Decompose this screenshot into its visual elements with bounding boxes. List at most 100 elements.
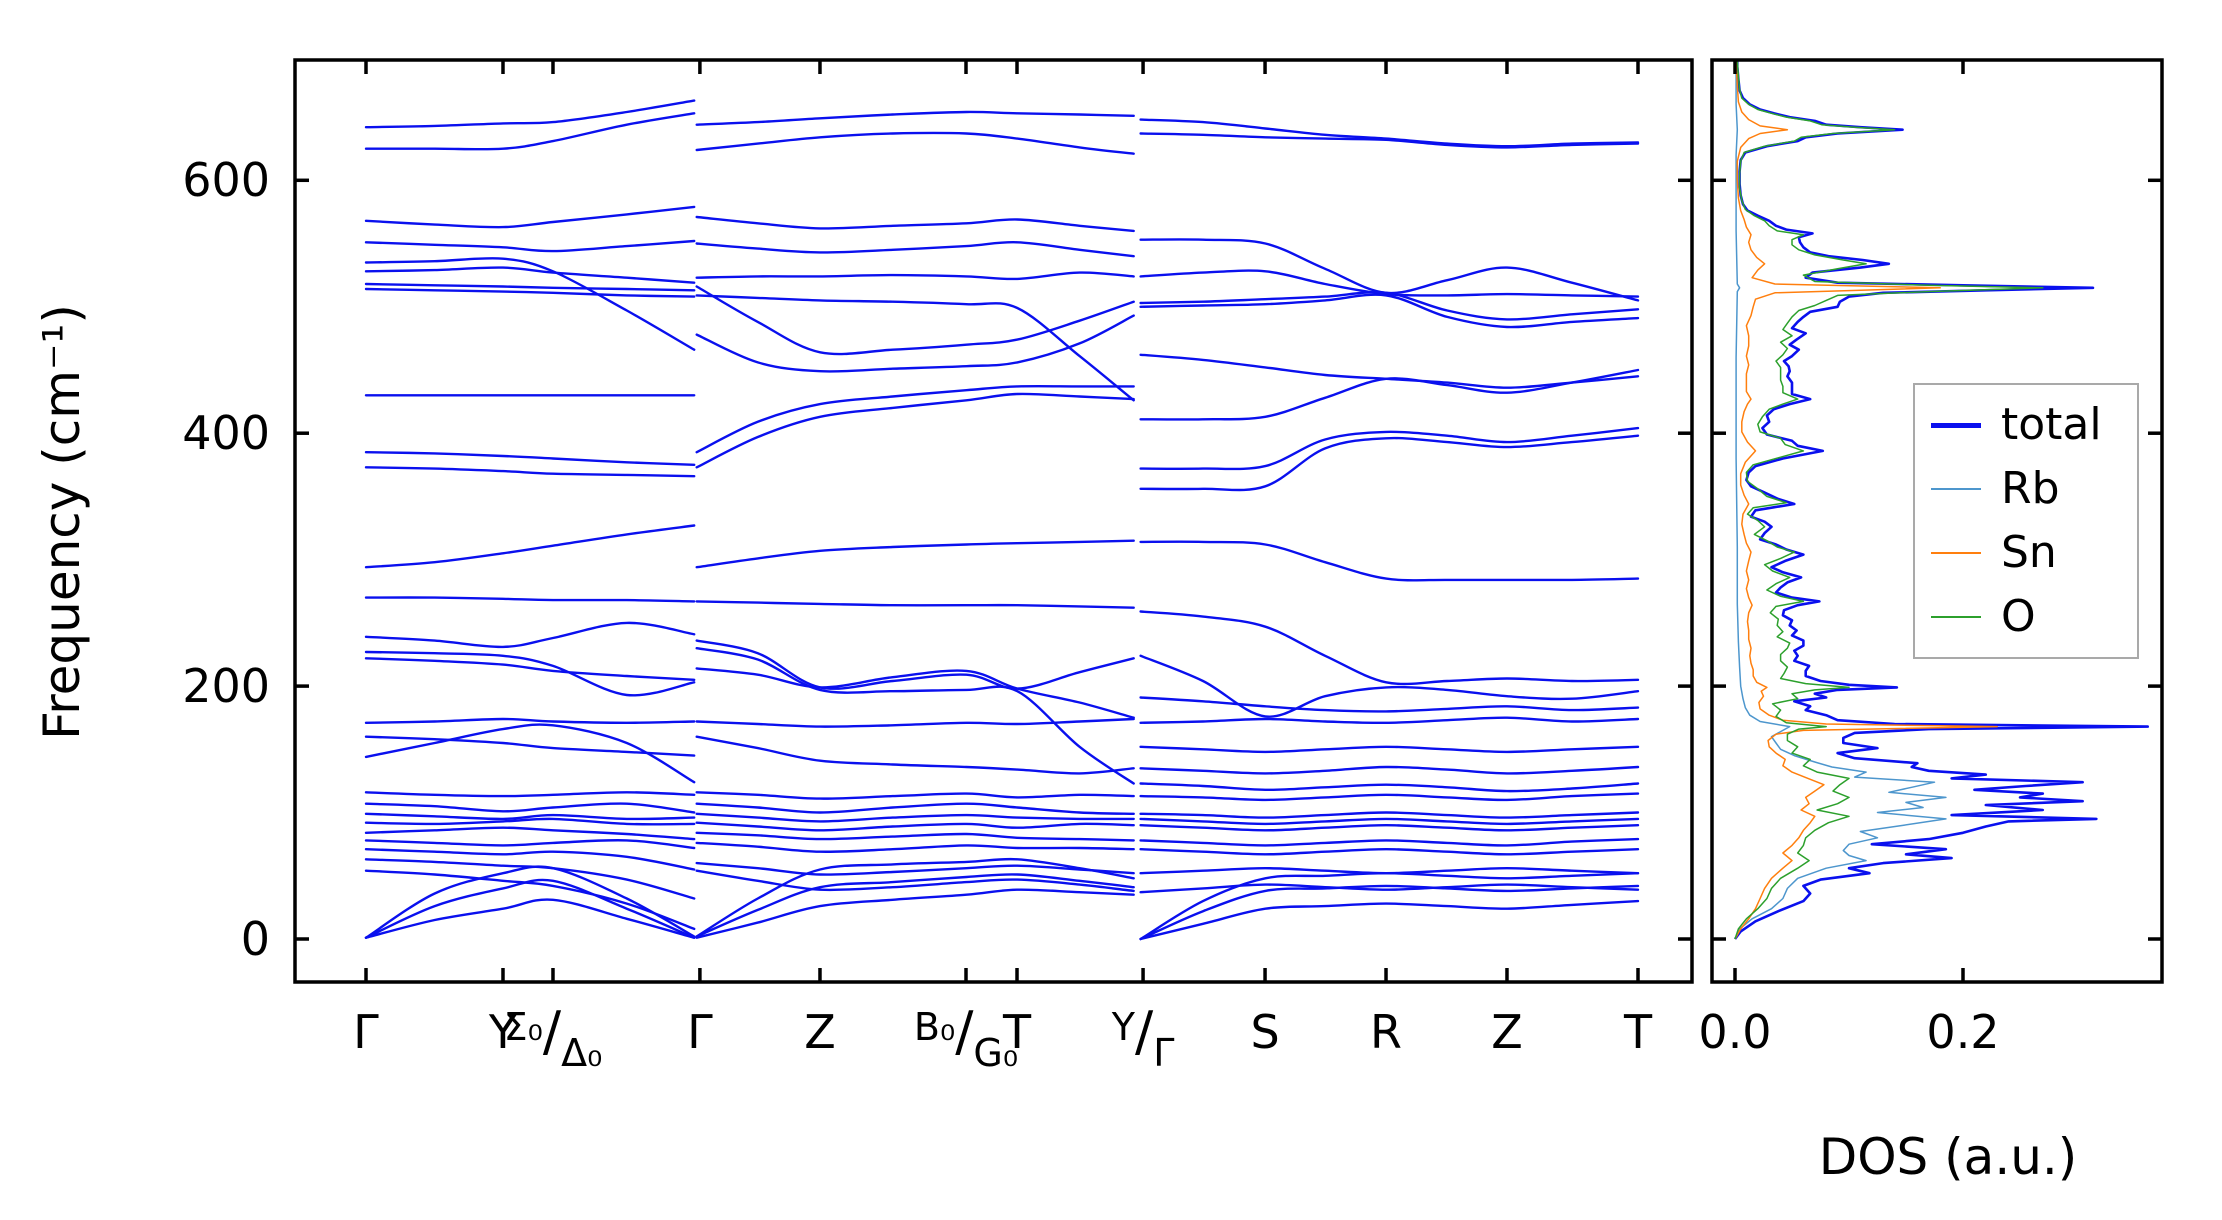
band-line (695, 215, 1135, 233)
legend-row-sn: Sn (1931, 521, 2137, 585)
dos-line-O (1734, 60, 2044, 940)
band-line (364, 839, 696, 850)
band-line (695, 294, 1135, 402)
legend: total Rb Sn O (1913, 383, 2139, 659)
band-line (1139, 883, 1640, 894)
x-tick-label-jump: B₀/G₀ (913, 1000, 1019, 1075)
legend-line-2 (1931, 552, 1981, 554)
band-line (364, 657, 696, 681)
band-line (1139, 899, 1640, 941)
band-line (1139, 847, 1640, 856)
dos-tick-label: 0.0 (1698, 1005, 1772, 1059)
band-line (364, 865, 696, 939)
band-line (364, 466, 696, 478)
x-tick-label: Γ (687, 1005, 713, 1059)
band-line (695, 861, 1135, 876)
x-tick-label: T (1623, 1005, 1653, 1059)
band-line (1139, 782, 1640, 793)
x-tick-label-jump: Σ₀/Δ₀ (503, 1000, 603, 1075)
x-tick-label: Z (804, 1005, 836, 1059)
band-line (364, 239, 696, 253)
band-line (695, 857, 1135, 938)
band-line (695, 539, 1135, 569)
band-line (364, 848, 696, 871)
band-line (1139, 745, 1640, 754)
dos-tick-label: 0.2 (1926, 1005, 2000, 1059)
y-tick-label: 200 (182, 659, 270, 714)
legend-row-o: O (1931, 585, 2137, 649)
x-tick-label: R (1370, 1005, 1402, 1059)
x-tick-label-jump: Y/Γ (1111, 1000, 1175, 1075)
x-tick-label: Y (488, 1005, 518, 1059)
x-tick-label: S (1250, 1005, 1280, 1059)
band-line (364, 282, 696, 292)
x-tick-label: T (1002, 1005, 1032, 1059)
dos-line-Rb (1734, 60, 1947, 940)
legend-label-total: total (2001, 399, 2102, 450)
dos-line-Sn (1734, 60, 1998, 940)
band-line (1139, 884, 1640, 941)
band-line (364, 451, 696, 466)
legend-row-total: total (1931, 393, 2137, 457)
band-line (1139, 293, 1640, 329)
band-line (695, 791, 1135, 800)
band-line (695, 667, 1135, 719)
legend-line-1 (1931, 488, 1981, 490)
dos-axis-label: DOS (a.u.) (1818, 1128, 2078, 1186)
legend-label-rb: Rb (2001, 463, 2060, 514)
band-line (695, 600, 1135, 609)
band-line (695, 821, 1135, 832)
y-tick-label: 400 (182, 406, 270, 461)
band-line (364, 112, 696, 151)
band-line (695, 888, 1135, 939)
band-line (364, 898, 696, 939)
band-line (364, 596, 696, 603)
band-line (364, 621, 696, 649)
band-line (364, 257, 696, 351)
band-line (1139, 238, 1640, 302)
band-line (1139, 654, 1640, 718)
band-line (364, 723, 696, 784)
y-axis-label: Frequency (cm⁻¹) (33, 304, 91, 740)
band-line (364, 878, 696, 939)
panel-frame (293, 58, 1694, 984)
band-line (695, 639, 1135, 690)
legend-line-3 (1931, 616, 1981, 618)
band-line (1139, 118, 1640, 148)
band-line (695, 131, 1135, 155)
band-line (1139, 837, 1640, 847)
band-line (695, 392, 1135, 469)
band-line (1139, 610, 1640, 686)
band-line (695, 271, 1135, 281)
band-line (695, 841, 1135, 853)
band-line (1139, 368, 1640, 421)
band-line (364, 205, 696, 229)
band-line (364, 812, 696, 821)
band-line (364, 826, 696, 841)
band-line (364, 802, 696, 814)
dos-line-total (1733, 60, 2149, 940)
band-line (1139, 426, 1640, 471)
band-line (1139, 291, 1640, 321)
panel-frame (1710, 58, 2164, 984)
legend-row-rb: Rb (1931, 457, 2137, 521)
band-line (695, 717, 1135, 728)
band-line (695, 241, 1135, 258)
band-line (695, 314, 1135, 373)
band-line (695, 869, 1135, 893)
band-line (364, 735, 696, 757)
band-line (1139, 132, 1640, 149)
legend-label-sn: Sn (2001, 527, 2057, 578)
band-line (1139, 540, 1640, 582)
band-line (1139, 765, 1640, 775)
band-line (1139, 817, 1640, 826)
band-line (695, 802, 1135, 815)
band-line (364, 266, 696, 284)
band-line (1139, 434, 1640, 492)
band-line (695, 647, 1135, 785)
band-line (364, 858, 696, 900)
band-line (695, 285, 1135, 356)
x-tick-label: Z (1491, 1005, 1523, 1059)
